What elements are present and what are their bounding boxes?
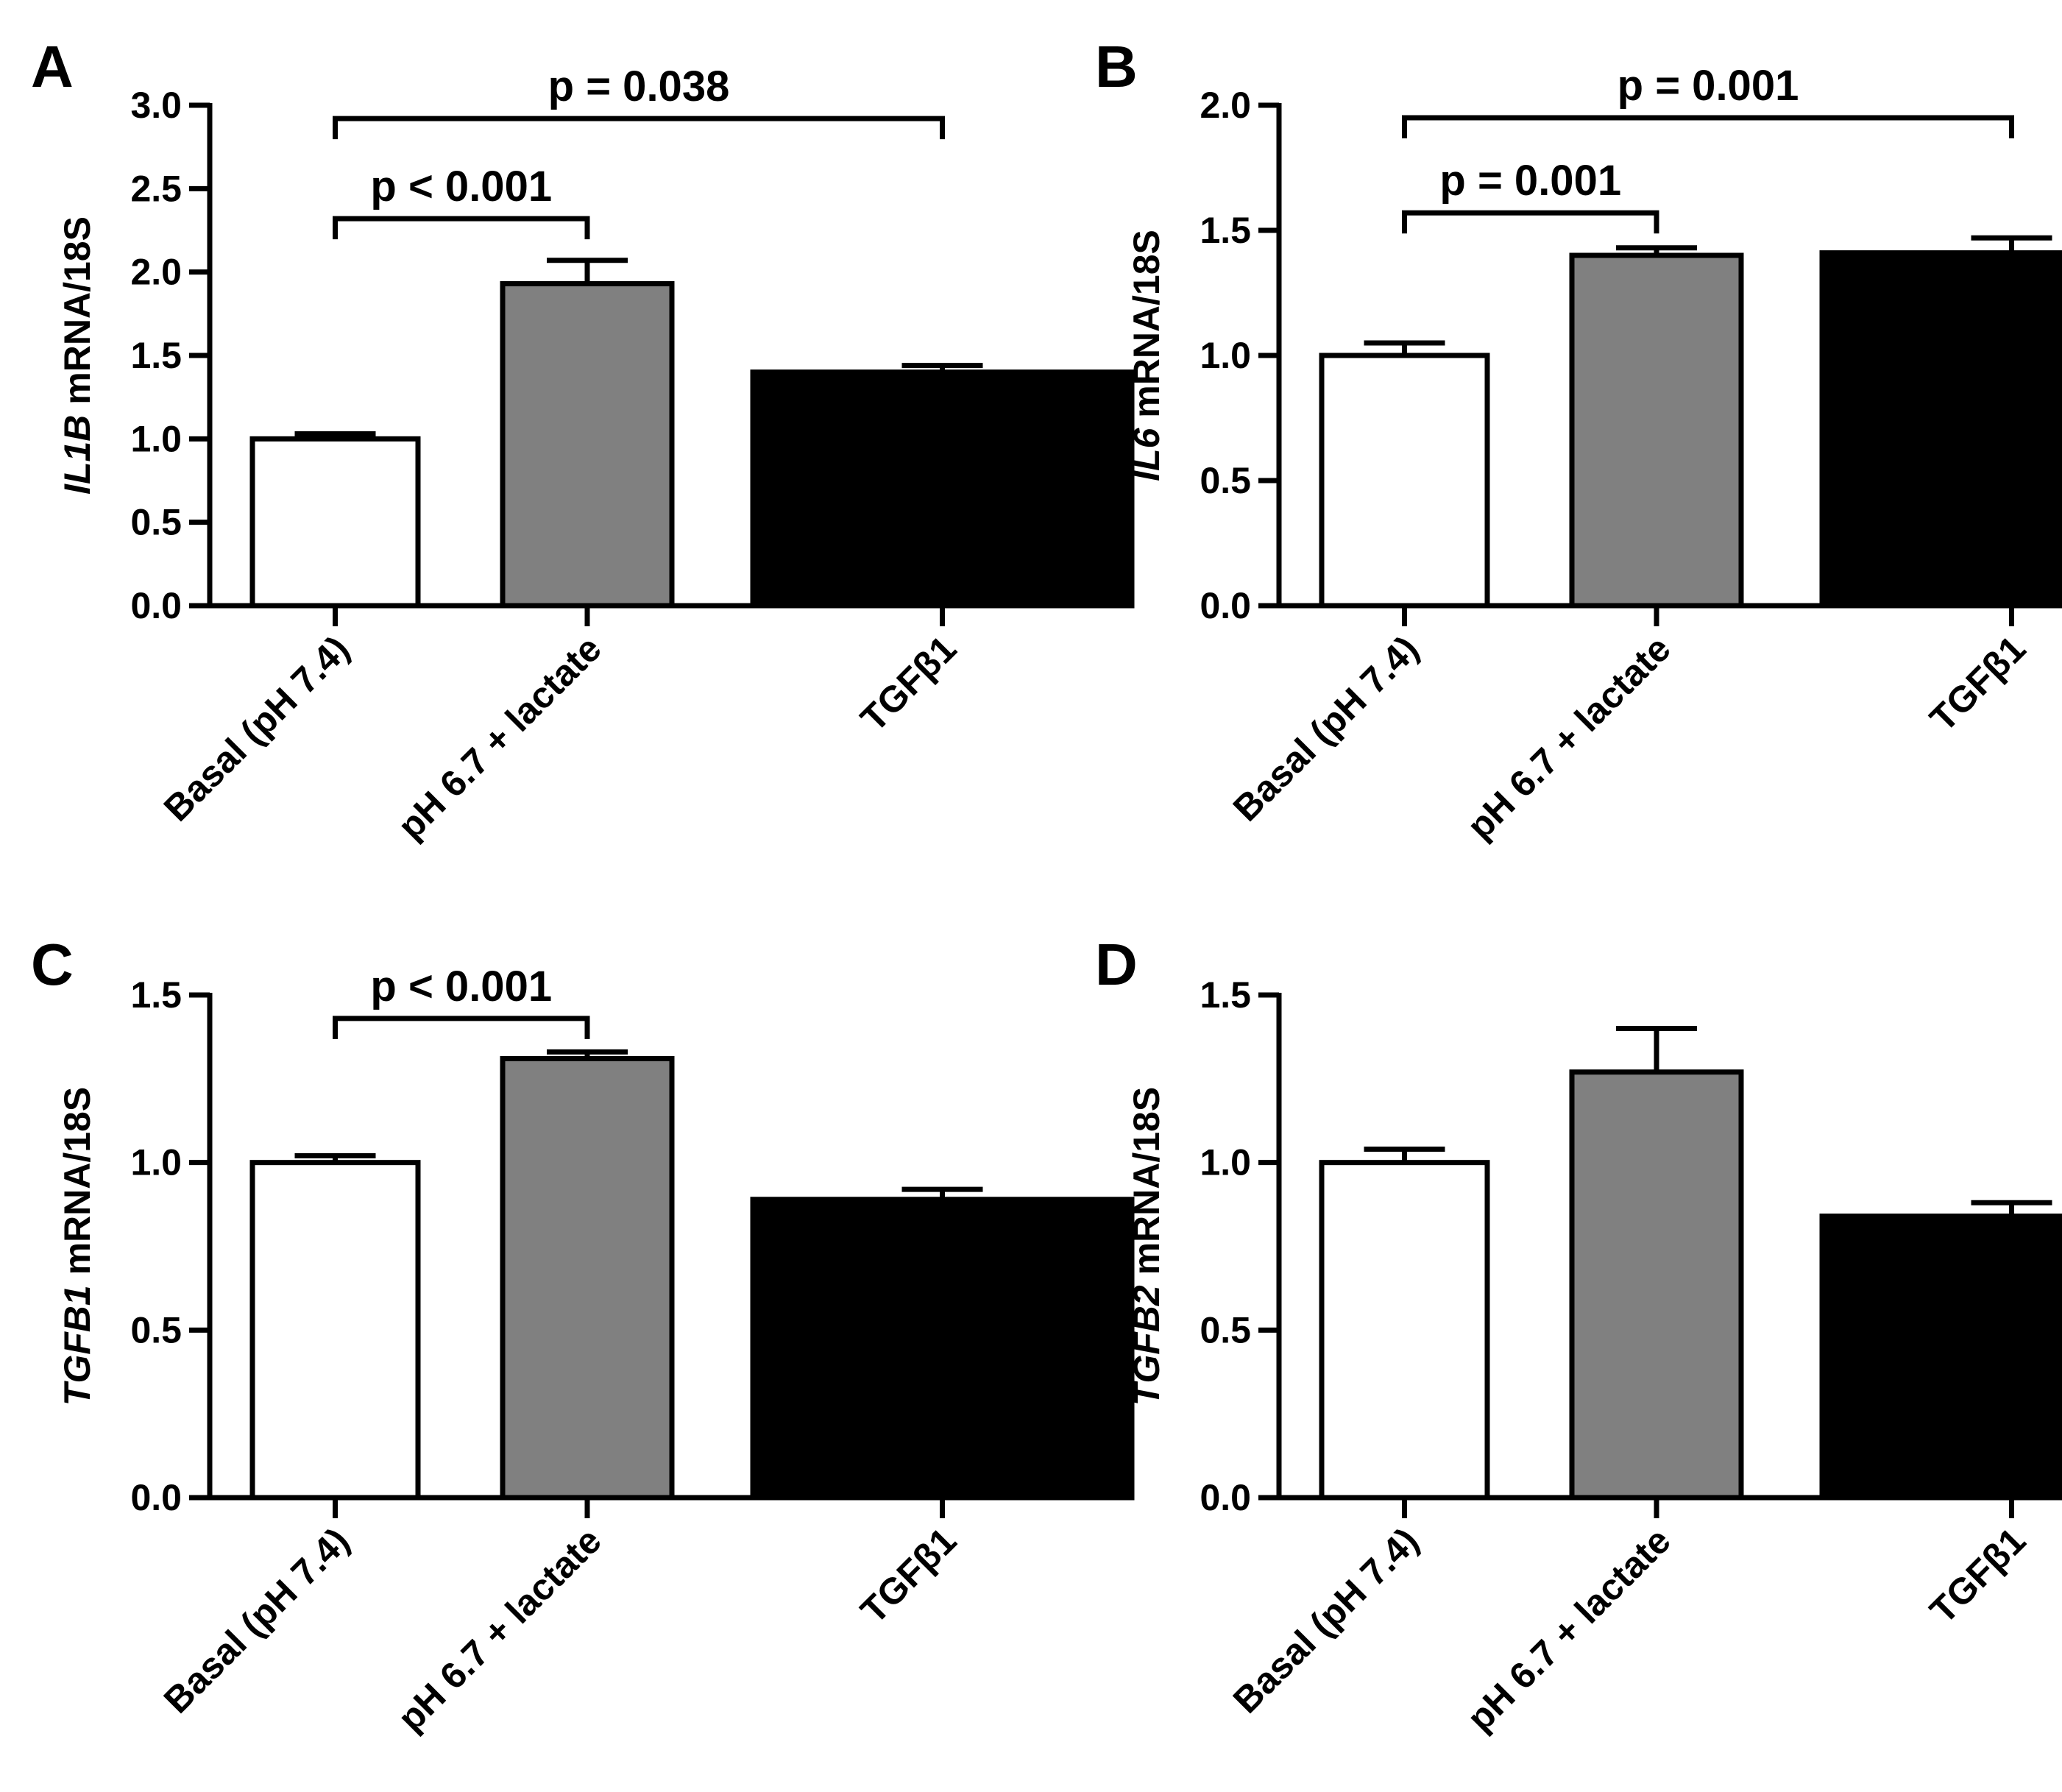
y-axis-label: TGFB2 mRNA/18S [1126, 1087, 1167, 1406]
y-tick-label: 0.0 [130, 1477, 182, 1518]
y-tick-label: 0.0 [130, 585, 182, 626]
panel-letter: D [1095, 932, 1138, 997]
x-tick-label: pH 6.7 + lactate [390, 628, 609, 847]
x-tick-label: pH 6.7 + lactate [390, 1520, 609, 1739]
y-axis-label-unit: mRNA/18S [1126, 1087, 1167, 1286]
bar-2 [750, 369, 1135, 609]
y-axis-label-unit: mRNA/18S [1126, 230, 1167, 428]
x-tick-label: TGFβ1 [853, 628, 965, 740]
bar-2 [750, 1197, 1135, 1501]
y-tick-label: 1.0 [130, 418, 182, 459]
y-tick-label: 0.0 [1200, 585, 1251, 626]
y-axis-label-unit: mRNA/18S [57, 216, 98, 415]
x-tick-label: Basal (pH 7.4) [156, 628, 357, 829]
p-value-label: p = 0.038 [548, 63, 730, 110]
x-tick-label: TGFβ1 [1922, 628, 2034, 740]
x-tick-label: Basal (pH 7.4) [156, 1520, 357, 1721]
significance-bracket [333, 216, 590, 240]
y-axis-label: IL1B mRNA/18S [57, 216, 98, 495]
bar-2 [1819, 250, 2062, 609]
bar-1 [1569, 252, 1744, 609]
significance-bracket [1402, 115, 2014, 138]
y-axis-label-gene: TGFB1 [57, 1285, 98, 1406]
y-tick-label: 1.0 [1200, 335, 1251, 376]
y-axis-label: TGFB1 mRNA/18S [57, 1087, 98, 1406]
y-axis-label-gene: IL1B [57, 415, 98, 495]
y-axis-label: IL6 mRNA/18S [1126, 230, 1167, 481]
x-tick-label: Basal (pH 7.4) [1225, 628, 1426, 829]
panel-a: A 0.0 0.5 1.0 1.5 2.0 2.5 3.0 IL1B mRNA/18S Basal… [31, 34, 1135, 847]
p-value-label: p < 0.001 [370, 963, 552, 1010]
bar-0 [1319, 1160, 1490, 1501]
panel-d: D 0.0 0.5 1.0 1.5 TGFB2 mRNA/18S Basal (pH 7.4… [1095, 932, 2062, 1739]
panel-c: C 0.0 0.5 1.0 1.5 TGFB1 mRNA/18S Basal (pH 7.4… [31, 932, 1135, 1739]
y-tick-label: 0.5 [130, 1309, 182, 1350]
significance-bracket [333, 1016, 590, 1039]
panel-letter: A [31, 34, 74, 99]
y-tick-label: 0.5 [1200, 1309, 1251, 1350]
significance-bracket [1402, 210, 1659, 234]
y-tick-label: 0.0 [1200, 1477, 1251, 1518]
bar-1 [500, 281, 675, 609]
bar-1 [500, 1056, 675, 1501]
bar-0 [1319, 353, 1490, 609]
y-tick-label: 1.5 [1200, 210, 1251, 251]
y-tick-label: 2.5 [130, 168, 182, 209]
x-tick-label: Basal (pH 7.4) [1225, 1520, 1426, 1721]
x-tick-label: TGFβ1 [853, 1520, 965, 1632]
y-tick-label: 1.5 [130, 335, 182, 376]
y-tick-label: 1.0 [1200, 1142, 1251, 1183]
y-tick-label: 1.5 [1200, 974, 1251, 1016]
p-value-label: p = 0.001 [1439, 157, 1621, 205]
bar-0 [249, 436, 421, 609]
y-axis-label-gene: IL6 [1126, 427, 1167, 481]
y-axis-label-unit: mRNA/18S [57, 1087, 98, 1286]
bar-1 [1569, 1069, 1744, 1501]
y-tick-label: 2.0 [130, 252, 182, 293]
x-tick-label: pH 6.7 + lactate [1459, 1520, 1679, 1739]
y-tick-label: 1.0 [130, 1142, 182, 1183]
y-axis-label-gene: TGFB2 [1126, 1285, 1167, 1406]
y-tick-label: 0.5 [1200, 460, 1251, 501]
panel-letter: B [1095, 34, 1138, 99]
y-tick-label: 3.0 [130, 85, 182, 126]
y-tick-label: 0.5 [130, 502, 182, 543]
p-value-label: p < 0.001 [370, 163, 552, 210]
p-value-label: p = 0.001 [1618, 62, 1799, 110]
y-tick-label: 2.0 [1200, 85, 1251, 126]
significance-bracket [333, 116, 945, 140]
y-tick-label: 1.5 [130, 974, 182, 1016]
x-tick-label: TGFβ1 [1922, 1520, 2034, 1632]
bar-2 [1819, 1214, 2062, 1501]
bar-0 [249, 1160, 421, 1501]
panel-letter: C [31, 932, 74, 997]
x-tick-label: pH 6.7 + lactate [1459, 628, 1679, 847]
panel-b: B 0.0 0.5 1.0 1.5 2.0 IL6 mRNA/18S Basal (pH 7.… [1095, 34, 2062, 847]
